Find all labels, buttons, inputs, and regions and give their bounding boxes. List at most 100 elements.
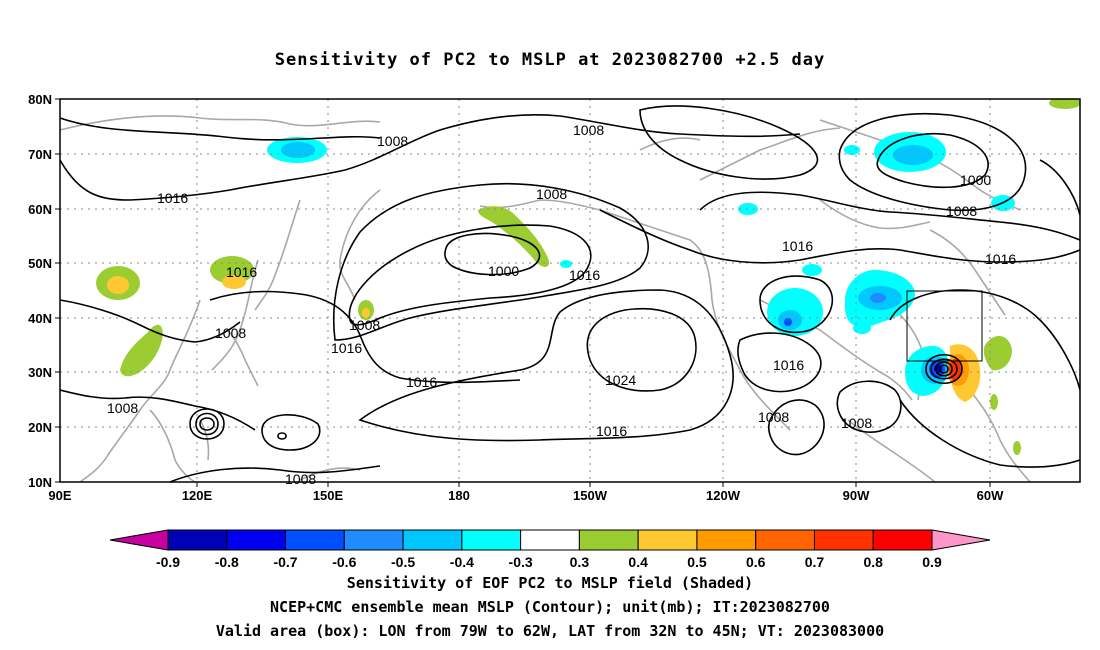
colorbar: -0.9 -0.8 -0.7 -0.6 -0.5 -0.4 -0.3 0.3 0.4 0.5 0.6… xyxy=(109,529,991,570)
colorbar-label: 0.5 xyxy=(687,554,707,570)
caption-line-1: Sensitivity of EOF PC2 to MSLP field (Sh… xyxy=(346,574,754,592)
contour-hurricane-2 xyxy=(935,361,953,377)
contour-aleutian-1008 xyxy=(348,224,592,326)
contour-pacific-high-1024 xyxy=(586,307,697,392)
contour-label: 1000 xyxy=(488,263,519,279)
colorbar-extend-high xyxy=(931,529,991,551)
contour-label: 1016 xyxy=(596,423,627,439)
colorbar-swatch xyxy=(167,529,228,551)
contour-gulf-1008 xyxy=(836,380,902,433)
contour-small-1 xyxy=(277,432,287,440)
colorbar-swatch xyxy=(285,529,345,551)
sensitivity-shading xyxy=(96,99,1080,455)
contour-label: 1016 xyxy=(331,340,362,356)
map-title: Sensitivity of PC2 to MSLP at 2023082700… xyxy=(274,50,826,70)
mslp-contours xyxy=(60,105,1080,482)
colorbar-swatch xyxy=(402,529,463,551)
contour-label: 1008 xyxy=(536,186,567,202)
contour-gulf-alaska-1016 xyxy=(599,209,1080,264)
colorbar-swatch xyxy=(813,529,874,551)
longitude-labels: 90E 120E 150E 180 150W 120W 90W 60W xyxy=(48,482,1004,503)
contour-label: 1016 xyxy=(406,374,437,390)
colorbar-swatch xyxy=(755,529,815,551)
colorbar-label: -0.7 xyxy=(273,554,297,570)
contour-label: 1008 xyxy=(285,471,316,487)
colorbar-label: -0.8 xyxy=(215,554,239,570)
contour-west-pacific-low xyxy=(261,414,321,451)
colorbar-label: 0.3 xyxy=(570,554,590,570)
contour-mexico-1008 xyxy=(767,399,825,456)
lat-label: 30N xyxy=(28,365,52,380)
shade-china-coast-positive xyxy=(120,324,163,377)
colorbar-label: 0.4 xyxy=(628,554,648,570)
colorbar-label: 0.8 xyxy=(863,554,883,570)
colorbar-label: 0.6 xyxy=(746,554,766,570)
colorbar-label: 0.9 xyxy=(922,554,942,570)
contour-east-china-1008 xyxy=(60,299,241,343)
colorbar-swatch xyxy=(461,529,522,551)
contour-japan-1016 xyxy=(209,290,521,384)
map-border xyxy=(59,98,1081,483)
colorbar-label: -0.3 xyxy=(509,554,533,570)
contour-label: 1008 xyxy=(107,400,138,416)
colorbar-swatch xyxy=(520,529,580,551)
lat-label: 60N xyxy=(28,202,52,217)
graticule xyxy=(60,99,1080,482)
contour-alaska-ridge xyxy=(639,105,819,180)
colorbar-label: -0.4 xyxy=(450,554,474,570)
lon-label: 60W xyxy=(977,488,1004,503)
contour-labels: 1008 1016 1008 1008 1000 1016 1016 1008 … xyxy=(107,122,1016,487)
contour-atlantic-1016 xyxy=(889,289,1080,391)
contour-labrador-1016 xyxy=(699,191,1080,241)
colorbar-label: -0.9 xyxy=(156,554,180,570)
lon-label: 120W xyxy=(706,488,741,503)
contour-label: 1016 xyxy=(157,190,188,206)
contour-label: 1008 xyxy=(841,415,872,431)
contour-north-atlantic-east xyxy=(1039,159,1080,216)
colorbar-swatch xyxy=(343,529,404,551)
lat-label: 10N xyxy=(28,475,52,490)
colorbar-swatch xyxy=(578,529,639,551)
lat-label: 80N xyxy=(28,92,52,107)
lat-label: 70N xyxy=(28,147,52,162)
contour-greenland-1008 xyxy=(838,112,1027,212)
shade-siberia-negative xyxy=(267,137,327,163)
contour-hudson-1016 xyxy=(759,275,834,334)
lon-label: 90W xyxy=(843,488,870,503)
lon-label: 150W xyxy=(573,488,608,503)
shade-atlantic-dipole xyxy=(905,99,1080,455)
contour-pacific-1016 xyxy=(358,289,734,442)
valid-area-box xyxy=(906,290,983,362)
shade-canada-negative xyxy=(767,264,915,336)
contour-baja-1016 xyxy=(737,332,822,393)
lon-label: 150E xyxy=(313,488,344,503)
contour-north-pacific-1016 xyxy=(332,182,649,341)
contour-typhoon-3 xyxy=(189,408,225,440)
contour-hurricane-1 xyxy=(939,364,949,374)
contour-label: 1016 xyxy=(782,238,813,254)
colorbar-swatch xyxy=(872,529,933,551)
lat-label: 20N xyxy=(28,420,52,435)
caption-line-3: Valid area (box): LON from 79W to 62W, L… xyxy=(215,622,885,640)
colorbar-swatch xyxy=(696,529,757,551)
colorbar-swatch xyxy=(226,529,287,551)
contour-label: 1000 xyxy=(960,172,991,188)
contour-south-china-1008 xyxy=(60,389,256,431)
caption-line-2: NCEP+CMC ensemble mean MSLP (Contour); u… xyxy=(270,598,830,616)
contour-label: 1016 xyxy=(569,267,600,283)
lat-label: 50N xyxy=(28,256,52,271)
contour-label: 1016 xyxy=(226,264,257,280)
shade-gulf-of-alaska-negative xyxy=(560,260,572,268)
contour-label: 1008 xyxy=(946,203,977,219)
contour-label: 1008 xyxy=(758,409,789,425)
contour-typhoon-2 xyxy=(195,412,219,436)
contour-label: 1024 xyxy=(605,372,636,388)
lon-label: 180 xyxy=(448,488,470,503)
contour-label: 1008 xyxy=(573,122,604,138)
colorbar-extend-low xyxy=(109,529,169,551)
contour-label: 1016 xyxy=(985,251,1016,267)
contour-label: 1008 xyxy=(215,325,246,341)
latitude-labels: 80N 70N 60N 50N 40N 30N 20N 10N xyxy=(28,92,60,490)
contour-hurricane-4 xyxy=(925,354,963,384)
